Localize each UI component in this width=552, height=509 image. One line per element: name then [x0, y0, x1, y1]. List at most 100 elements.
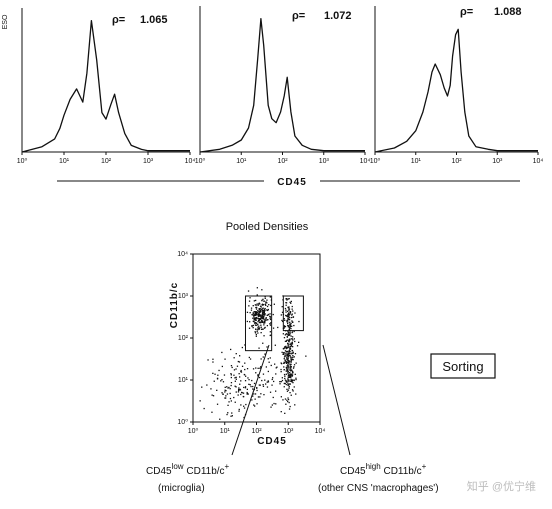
- scatter-point: [284, 398, 287, 400]
- scatter-point: [298, 320, 300, 323]
- scatter-point: [212, 361, 214, 363]
- scatter-point: [295, 362, 297, 364]
- scatter-point: [259, 396, 261, 398]
- scatter-point: [256, 313, 258, 315]
- scatter-point: [284, 350, 287, 352]
- scatter-point: [258, 318, 260, 321]
- scatter-point: [287, 356, 290, 358]
- annotation-macrophages-line2: (other CNS 'macrophages'): [318, 483, 439, 494]
- scatter-point: [287, 342, 289, 345]
- scatter-point: [285, 360, 287, 363]
- scatter-point: [296, 345, 299, 347]
- scatter-point: [289, 347, 291, 350]
- scatter-point: [291, 374, 294, 376]
- scatter-point: [248, 327, 251, 329]
- scatter-point: [254, 311, 256, 313]
- scatter-point: [259, 384, 261, 386]
- scatter-point: [286, 321, 288, 323]
- scatter-point: [285, 381, 288, 383]
- scatter-point: [255, 318, 257, 320]
- scatter-point: [254, 314, 257, 316]
- scatter-point: [288, 408, 291, 410]
- scatter-point: [270, 304, 272, 307]
- scatter-point: [261, 299, 263, 302]
- scatter-point: [265, 302, 267, 304]
- scatter-point: [263, 335, 265, 337]
- scatter-point: [291, 320, 293, 322]
- scatter-point: [288, 309, 290, 311]
- scatter-point: [288, 325, 290, 327]
- scatter-point: [289, 332, 291, 334]
- scatter-point: [291, 331, 293, 334]
- scatter-point: [285, 403, 287, 405]
- scatter-point: [267, 358, 269, 360]
- scatter-point: [239, 389, 242, 391]
- scatter-point: [253, 311, 255, 313]
- scatter-point: [260, 316, 262, 319]
- scatter-point: [289, 374, 291, 376]
- scatter-point: [290, 338, 292, 340]
- scatter-point: [230, 348, 232, 351]
- scatter-point: [223, 374, 226, 376]
- scatter-point: [291, 380, 293, 382]
- sorting-box: [430, 353, 496, 379]
- scatter-point: [289, 363, 291, 365]
- scatter-point: [288, 374, 290, 376]
- scatter-point: [291, 338, 293, 340]
- scatter-point: [288, 314, 290, 316]
- scatter-point: [282, 333, 284, 335]
- scatter-point: [270, 364, 272, 367]
- scatter-point: [249, 312, 251, 314]
- scatter-point: [224, 386, 226, 388]
- scatter-point: [234, 385, 236, 387]
- scatter-point: [255, 304, 257, 306]
- scatter-point: [256, 403, 258, 405]
- scatter-y-tick-label: 10¹: [178, 377, 189, 384]
- scatter-point: [250, 385, 252, 388]
- scatter-plot: 10⁰ 10¹ 10² 10³ 10⁴ 10⁰ 10¹ 10² 10³ 10⁴: [177, 251, 325, 435]
- scatter-point: [254, 331, 256, 333]
- hist-x-tick-label: 10³: [143, 158, 154, 165]
- scatter-point: [290, 345, 292, 348]
- scatter-point: [286, 399, 288, 401]
- scatter-point: [269, 318, 272, 321]
- scatter-point: [260, 332, 262, 334]
- scatter-point: [285, 347, 287, 349]
- scatter-point: [293, 379, 295, 381]
- scatter-point: [258, 320, 260, 322]
- scatter-point: [220, 380, 222, 382]
- scatter-point: [285, 361, 287, 363]
- scatter-point: [281, 319, 283, 322]
- scatter-point: [288, 340, 290, 342]
- scatter-point: [256, 312, 258, 314]
- scatter-point: [235, 378, 237, 380]
- scatter-point: [254, 319, 256, 321]
- scatter-point: [267, 319, 269, 321]
- scatter-point: [251, 325, 253, 328]
- hist-x-tick-label: 10⁰: [370, 157, 381, 165]
- scatter-point: [288, 372, 291, 374]
- scatter-frame: [192, 253, 321, 423]
- scatter-point: [288, 401, 290, 404]
- scatter-point: [272, 327, 275, 329]
- scatter-point: [291, 314, 293, 316]
- scatter-point: [236, 365, 239, 367]
- scatter-point: [252, 327, 254, 329]
- scatter-point: [247, 377, 249, 379]
- scatter-point: [270, 334, 272, 336]
- scatter-point: [290, 300, 292, 303]
- scatter-point: [289, 380, 291, 382]
- scatter-point: [251, 314, 253, 316]
- scatter-point: [272, 313, 274, 316]
- scatter-point: [252, 388, 254, 390]
- scatter-point: [222, 381, 225, 383]
- scatter-point: [286, 354, 288, 357]
- scatter-point: [269, 296, 271, 298]
- scatter-point: [288, 376, 291, 378]
- scatter-point: [281, 377, 283, 379]
- scatter-point: [257, 326, 259, 328]
- scatter-point: [284, 377, 286, 380]
- scatter-point: [256, 330, 258, 332]
- scatter-point: [292, 339, 294, 341]
- scatter-point: [267, 381, 270, 383]
